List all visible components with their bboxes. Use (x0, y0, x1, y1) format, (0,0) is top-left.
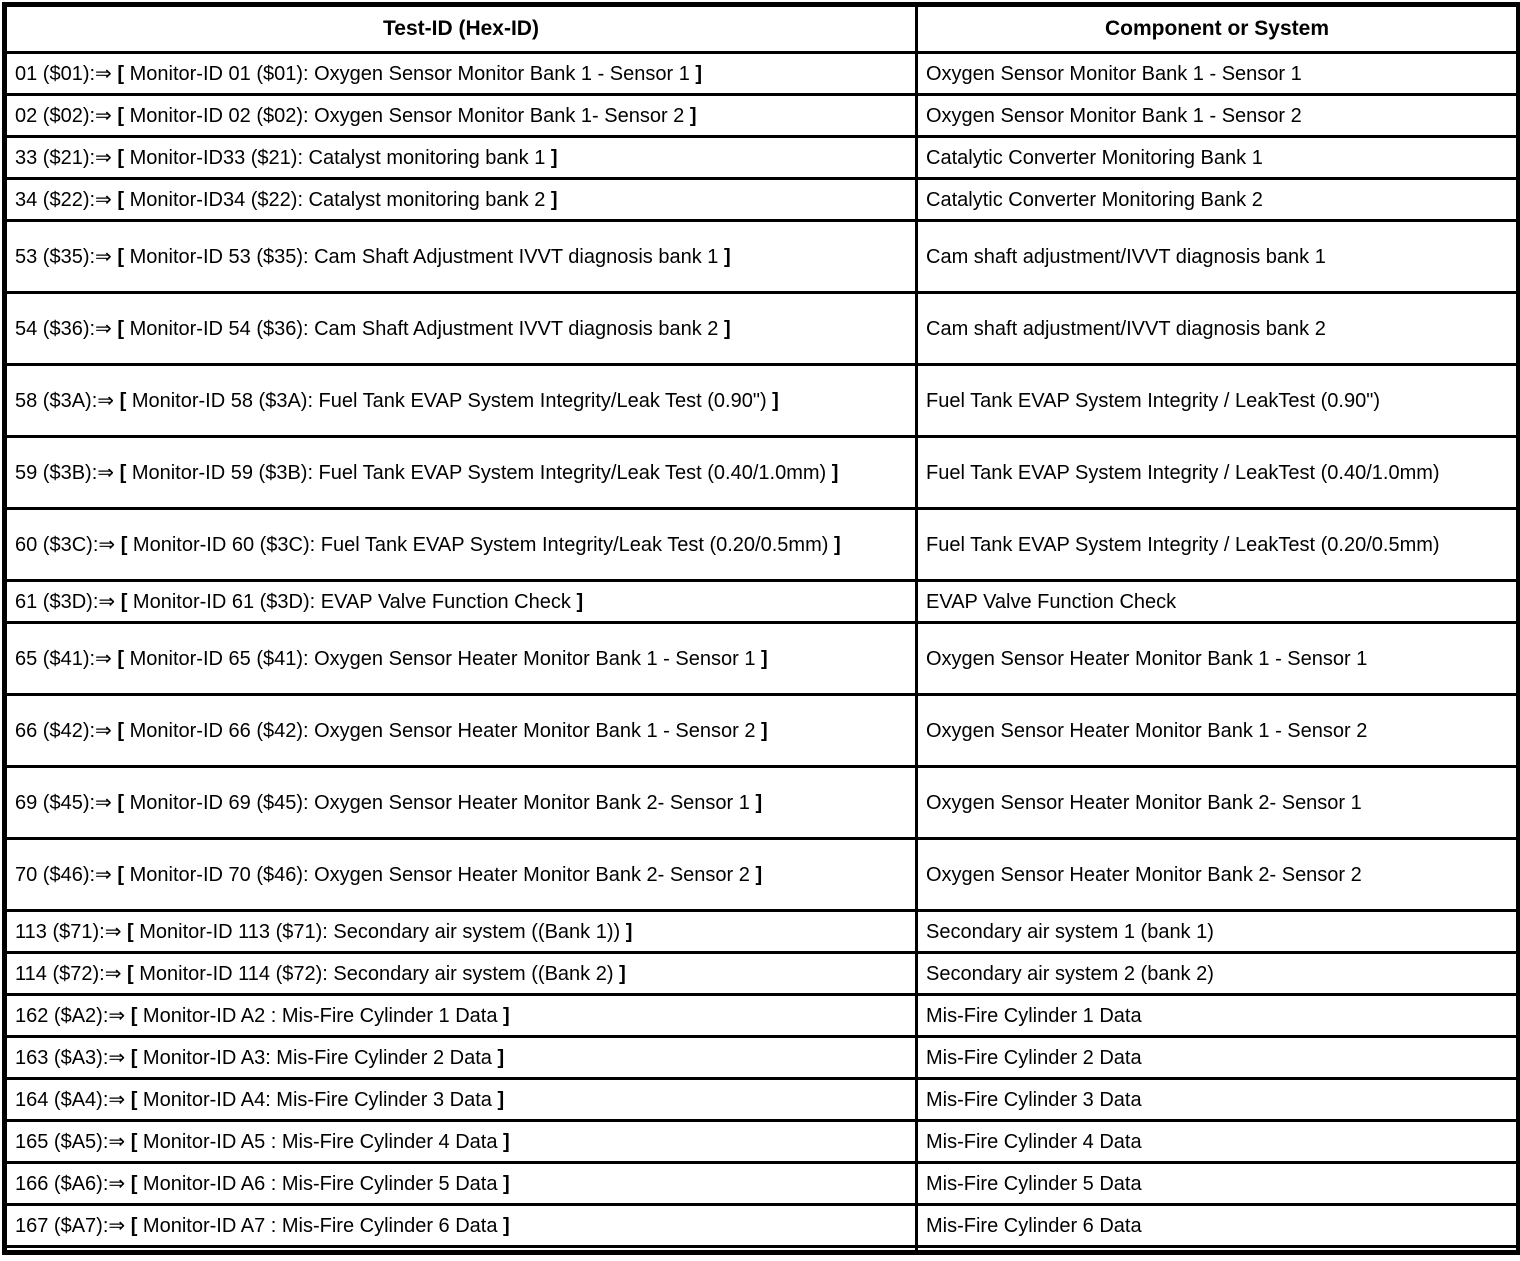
component-cell: Mis-Fire Cylinder 6 Data (915, 1203, 1520, 1248)
header-row: Test-ID (Hex-ID) Component or System (3, 3, 1520, 54)
test-id-cell: 01 ($01):⇒ [ Monitor-ID 01 ($01): Oxygen… (3, 51, 918, 96)
table-row: 69 ($45):⇒ [ Monitor-ID 69 ($45): Oxygen… (3, 765, 1520, 840)
component-cell: Catalytic Converter Monitoring Bank 1 (915, 135, 1520, 180)
component-cell: EVAP Valve Function Check (915, 579, 1520, 624)
test-id-cell: 69 ($45):⇒ [ Monitor-ID 69 ($45): Oxygen… (3, 765, 918, 840)
table-row: 59 ($3B):⇒ [ Monitor-ID 59 ($3B): Fuel T… (3, 435, 1520, 510)
table-row: 53 ($35):⇒ [ Monitor-ID 53 ($35): Cam Sh… (3, 219, 1520, 294)
table-row: 66 ($42):⇒ [ Monitor-ID 66 ($42): Oxygen… (3, 693, 1520, 768)
component-cell: Secondary air system 1 (bank 1) (915, 909, 1520, 954)
table-row: 65 ($41):⇒ [ Monitor-ID 65 ($41): Oxygen… (3, 621, 1520, 696)
component-cell: Oxygen Sensor Monitor Bank 1 - Sensor 1 (915, 51, 1520, 96)
test-id-cell: 162 ($A2):⇒ [ Monitor-ID A2 : Mis-Fire C… (3, 993, 918, 1038)
test-id-cell: 164 ($A4):⇒ [ Monitor-ID A4: Mis-Fire Cy… (3, 1077, 918, 1122)
table-row: 167 ($A7):⇒ [ Monitor-ID A7 : Mis-Fire C… (3, 1203, 1520, 1248)
table-row: 02 ($02):⇒ [ Monitor-ID 02 ($02): Oxygen… (3, 93, 1520, 138)
component-cell: Catalytic Converter Monitoring Bank 2 (915, 177, 1520, 222)
test-id-cell: 61 ($3D):⇒ [ Monitor-ID 61 ($3D): EVAP V… (3, 579, 918, 624)
component-cell: Fuel Tank EVAP System Integrity / LeakTe… (915, 363, 1520, 438)
table-filler-row (3, 1245, 1520, 1254)
test-id-cell: 167 ($A7):⇒ [ Monitor-ID A7 : Mis-Fire C… (3, 1203, 918, 1248)
component-cell: Mis-Fire Cylinder 1 Data (915, 993, 1520, 1038)
component-cell: Mis-Fire Cylinder 2 Data (915, 1035, 1520, 1080)
component-cell: Fuel Tank EVAP System Integrity / LeakTe… (915, 507, 1520, 582)
filler-cell (915, 1245, 1520, 1254)
test-id-cell: 163 ($A3):⇒ [ Monitor-ID A3: Mis-Fire Cy… (3, 1035, 918, 1080)
component-cell: Mis-Fire Cylinder 5 Data (915, 1161, 1520, 1206)
test-id-cell: 166 ($A6):⇒ [ Monitor-ID A6 : Mis-Fire C… (3, 1161, 918, 1206)
test-id-cell: 113 ($71):⇒ [ Monitor-ID 113 ($71): Seco… (3, 909, 918, 954)
table-row: 114 ($72):⇒ [ Monitor-ID 114 ($72): Seco… (3, 951, 1520, 996)
test-id-cell: 114 ($72):⇒ [ Monitor-ID 114 ($72): Seco… (3, 951, 918, 996)
test-id-cell: 53 ($35):⇒ [ Monitor-ID 53 ($35): Cam Sh… (3, 219, 918, 294)
table-row: 113 ($71):⇒ [ Monitor-ID 113 ($71): Seco… (3, 909, 1520, 954)
table-row: 60 ($3C):⇒ [ Monitor-ID 60 ($3C): Fuel T… (3, 507, 1520, 582)
component-cell: Secondary air system 2 (bank 2) (915, 951, 1520, 996)
table-row: 164 ($A4):⇒ [ Monitor-ID A4: Mis-Fire Cy… (3, 1077, 1520, 1122)
table-row: 163 ($A3):⇒ [ Monitor-ID A3: Mis-Fire Cy… (3, 1035, 1520, 1080)
table-row: 58 ($3A):⇒ [ Monitor-ID 58 ($3A): Fuel T… (3, 363, 1520, 438)
col-header-test-id: Test-ID (Hex-ID) (3, 3, 918, 54)
test-id-cell: 65 ($41):⇒ [ Monitor-ID 65 ($41): Oxygen… (3, 621, 918, 696)
component-cell: Oxygen Sensor Heater Monitor Bank 2- Sen… (915, 837, 1520, 912)
test-id-cell: 66 ($42):⇒ [ Monitor-ID 66 ($42): Oxygen… (3, 693, 918, 768)
filler-cell (3, 1245, 918, 1254)
test-id-cell: 70 ($46):⇒ [ Monitor-ID 70 ($46): Oxygen… (3, 837, 918, 912)
table-row: 34 ($22):⇒ [ Monitor-ID34 ($22): Catalys… (3, 177, 1520, 222)
test-id-cell: 60 ($3C):⇒ [ Monitor-ID 60 ($3C): Fuel T… (3, 507, 918, 582)
test-id-cell: 54 ($36):⇒ [ Monitor-ID 54 ($36): Cam Sh… (3, 291, 918, 366)
component-cell: Cam shaft adjustment/IVVT diagnosis bank… (915, 291, 1520, 366)
table-row: 33 ($21):⇒ [ Monitor-ID33 ($21): Catalys… (3, 135, 1520, 180)
table-row: 70 ($46):⇒ [ Monitor-ID 70 ($46): Oxygen… (3, 837, 1520, 912)
component-cell: Oxygen Sensor Monitor Bank 1 - Sensor 2 (915, 93, 1520, 138)
table-row: 162 ($A2):⇒ [ Monitor-ID A2 : Mis-Fire C… (3, 993, 1520, 1038)
table-row: 165 ($A5):⇒ [ Monitor-ID A5 : Mis-Fire C… (3, 1119, 1520, 1164)
component-cell: Fuel Tank EVAP System Integrity / LeakTe… (915, 435, 1520, 510)
test-id-cell: 59 ($3B):⇒ [ Monitor-ID 59 ($3B): Fuel T… (3, 435, 918, 510)
table-row: 166 ($A6):⇒ [ Monitor-ID A6 : Mis-Fire C… (3, 1161, 1520, 1206)
test-id-cell: 33 ($21):⇒ [ Monitor-ID33 ($21): Catalys… (3, 135, 918, 180)
component-cell: Mis-Fire Cylinder 3 Data (915, 1077, 1520, 1122)
test-id-cell: 02 ($02):⇒ [ Monitor-ID 02 ($02): Oxygen… (3, 93, 918, 138)
test-id-cell: 34 ($22):⇒ [ Monitor-ID34 ($22): Catalys… (3, 177, 918, 222)
test-id-cell: 58 ($3A):⇒ [ Monitor-ID 58 ($3A): Fuel T… (3, 363, 918, 438)
col-header-component: Component or System (915, 3, 1520, 54)
table-row: 61 ($3D):⇒ [ Monitor-ID 61 ($3D): EVAP V… (3, 579, 1520, 624)
component-cell: Oxygen Sensor Heater Monitor Bank 1 - Se… (915, 621, 1520, 696)
component-cell: Cam shaft adjustment/IVVT diagnosis bank… (915, 219, 1520, 294)
component-cell: Mis-Fire Cylinder 4 Data (915, 1119, 1520, 1164)
component-cell: Oxygen Sensor Heater Monitor Bank 2- Sen… (915, 765, 1520, 840)
table-row: 01 ($01):⇒ [ Monitor-ID 01 ($01): Oxygen… (3, 51, 1520, 96)
component-cell: Oxygen Sensor Heater Monitor Bank 1 - Se… (915, 693, 1520, 768)
table-row: 54 ($36):⇒ [ Monitor-ID 54 ($36): Cam Sh… (3, 291, 1520, 366)
test-id-cell: 165 ($A5):⇒ [ Monitor-ID A5 : Mis-Fire C… (3, 1119, 918, 1164)
